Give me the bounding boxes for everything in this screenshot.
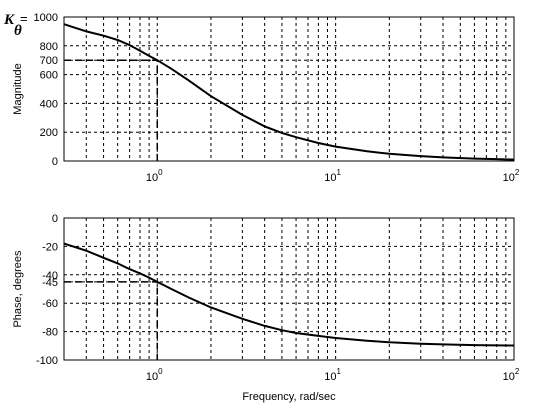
k-subscript: θ	[14, 23, 22, 39]
phase-ytick-label: -60	[42, 298, 58, 310]
mag-series-line	[63, 23, 515, 161]
mag-ylabel: Magnitude	[12, 63, 24, 114]
mag-xtick-label: 102	[503, 168, 520, 184]
phase-reference-marker	[64, 281, 159, 360]
mag-ytick-label: 700	[40, 55, 58, 67]
phase-xtick-label: 102	[503, 367, 520, 383]
k-equals: =	[20, 11, 28, 26]
phase-xtick-base: 10	[324, 371, 336, 383]
mag-ytick-label: 200	[40, 127, 58, 139]
phase-ytick-label: -20	[42, 241, 58, 253]
phase-xlabel: Frequency, rad/sec	[242, 391, 336, 403]
k-symbol: K	[3, 12, 15, 28]
phase-ytick-label: -100	[36, 355, 58, 367]
mag-xtick-exponent: 2	[515, 168, 520, 177]
mag-ytick-label: 1000	[34, 12, 58, 24]
phase-ylabel: Phase, degrees	[12, 250, 24, 328]
phase-series-line	[63, 242, 515, 347]
mag-reference-marker	[64, 59, 159, 161]
phase-ytick-label: 0	[52, 213, 58, 225]
phase-ytick-label: -40	[42, 270, 58, 282]
phase-ytick-label: -45	[42, 277, 58, 289]
mag-xtick-label: 101	[324, 168, 341, 184]
phase-ytick-label: -80	[42, 327, 58, 339]
mag-xtick-label: 100	[146, 168, 163, 184]
mag-ytick-label: 0	[52, 156, 58, 168]
phase-xtick-label: 100	[146, 367, 163, 383]
mag-xtick-base: 10	[324, 172, 336, 184]
mag-xtick-exponent: 0	[158, 168, 163, 177]
phase-xtick-base: 10	[146, 371, 158, 383]
mag-xtick-exponent: 1	[337, 168, 342, 177]
mag-xtick-base: 10	[503, 172, 515, 184]
phase-grid	[64, 218, 514, 360]
mag-ytick-label: 400	[40, 98, 58, 110]
phase-xtick-exponent: 2	[515, 367, 520, 376]
phase-plot-frame	[63, 217, 515, 361]
phase-xtick-exponent: 1	[337, 367, 342, 376]
mag-xtick-base: 10	[146, 172, 158, 184]
phase-xtick-label: 101	[324, 367, 341, 383]
k-theta-label: Kθ=	[3, 11, 28, 39]
mag-grid	[64, 17, 514, 161]
phase-xtick-base: 10	[503, 371, 515, 383]
mag-ytick-label: 600	[40, 70, 58, 82]
mag-ytick-label: 800	[40, 41, 58, 53]
mag-plot-frame	[63, 16, 515, 162]
phase-xtick-exponent: 0	[158, 367, 163, 376]
